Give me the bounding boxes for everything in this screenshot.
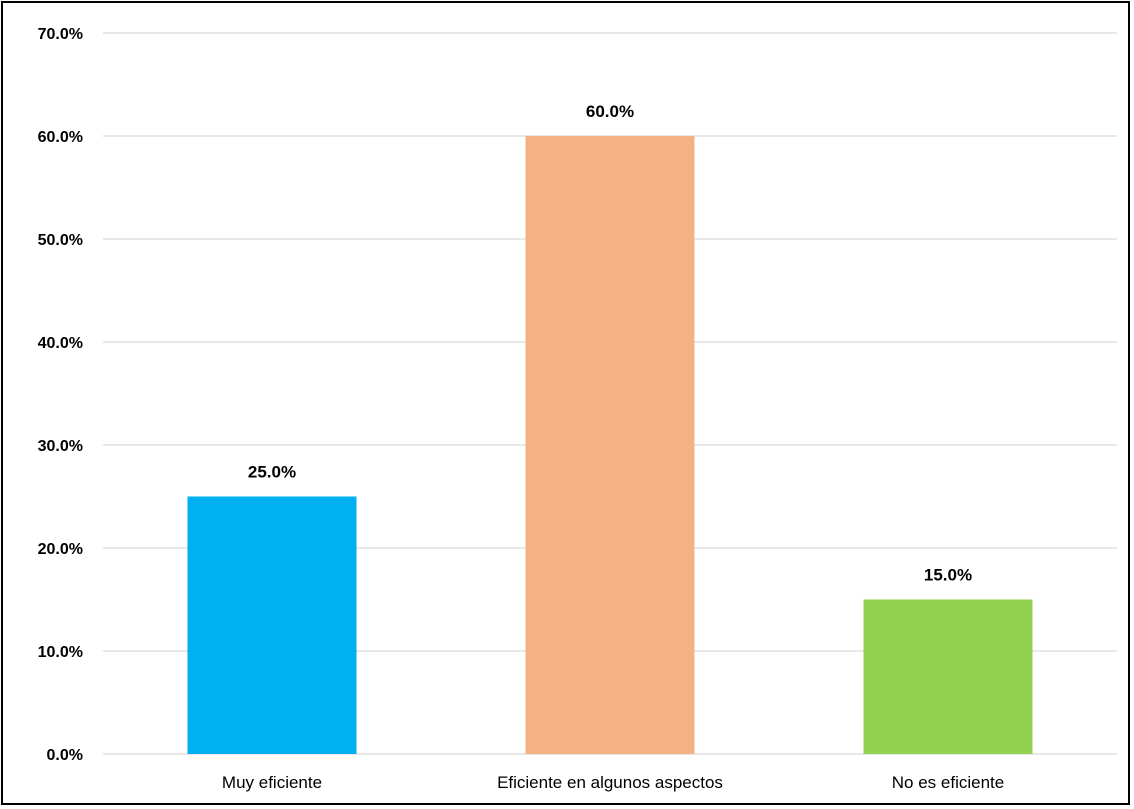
bar xyxy=(525,136,695,754)
x-axis-categories: Muy eficiente Eficiente en algunos aspect… xyxy=(222,773,1004,792)
y-axis-ticks: 0.0% 10.0% 20.0% 30.0% 40.0% 50.0% 60.0% 70.0% xyxy=(38,26,83,764)
bar xyxy=(863,599,1033,754)
category-label: Eficiente en algunos aspectos xyxy=(497,773,723,792)
y-tick-label: 60.0% xyxy=(38,129,83,146)
data-label: 15.0% xyxy=(924,566,972,585)
y-tick-label: 20.0% xyxy=(38,541,83,558)
y-tick-label: 0.0% xyxy=(47,747,83,764)
y-tick-label: 50.0% xyxy=(38,232,83,249)
data-label: 25.0% xyxy=(248,463,296,482)
y-tick-label: 10.0% xyxy=(38,644,83,661)
y-tick-label: 40.0% xyxy=(38,335,83,352)
data-label: 60.0% xyxy=(586,102,634,121)
category-label: No es eficiente xyxy=(892,773,1004,792)
data-labels: 25.0% 60.0% 15.0% xyxy=(248,102,972,585)
bar xyxy=(187,496,357,754)
bars xyxy=(187,136,1033,754)
y-tick-label: 70.0% xyxy=(38,26,83,43)
y-tick-label: 30.0% xyxy=(38,438,83,455)
category-label: Muy eficiente xyxy=(222,773,322,792)
